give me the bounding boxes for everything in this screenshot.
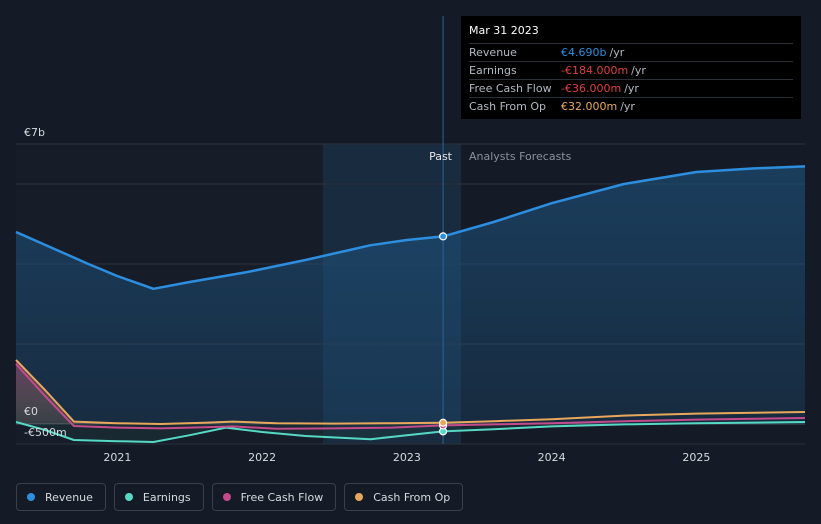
tooltip-row-unit: /yr [620,100,635,113]
cash-from-op-line [15,359,806,425]
tooltip-row: Revenue €4.690b/yr [469,44,793,62]
tooltip-row-label: Free Cash Flow [469,82,552,95]
tooltip-row-label: Cash From Op [469,100,547,113]
tooltip-row-unit: /yr [624,82,639,95]
legend-item-cash-from-op[interactable]: Cash From Op [344,483,464,511]
forecast-label: Analysts Forecasts [469,150,572,163]
legend-dot-icon [222,493,231,501]
tooltip: Mar 31 2023 Revenue €4.690b/yr Earnings -€1… [461,16,801,119]
y-label-bottom: -€500m [24,426,67,439]
y-label-top: €7b [24,126,45,139]
legend-item-earnings[interactable]: Earnings [113,483,204,511]
y-label-zero: €0 [24,405,38,418]
tooltip-row: Earnings -€184.000m/yr [469,62,793,80]
legend-dot-icon [27,493,35,501]
tooltip-row-label: Earnings [469,64,517,77]
legend-label: Revenue [45,490,93,504]
revenue-line [15,165,806,291]
legend-dot-icon [124,493,133,501]
legend-item-free-cash-flow[interactable]: Free Cash Flow [211,483,337,511]
cash-from-op-marker [438,418,448,427]
tooltip-row: Cash From Op €32.000m/yr [469,98,793,115]
tooltip-date: Mar 31 2023 [469,24,793,44]
revenue-marker [438,232,448,241]
legend-item-revenue[interactable]: Revenue [16,483,106,511]
legend-label: Free Cash Flow [240,490,324,504]
x-tick-label: 2024 [538,451,566,464]
legend-label: Cash From Op [373,490,451,504]
cashflow-area [16,360,147,424]
past-label: Past [429,150,453,163]
legend: Revenue Earnings Free Cash Flow Cash From O… [16,483,464,511]
tooltip-row-unit: /yr [609,46,625,59]
tooltip-row-unit: /yr [631,64,646,77]
earnings-line [15,421,806,443]
x-tick-label: 2023 [393,451,421,464]
revenue-area [16,166,805,424]
legend-dot-icon [355,493,364,501]
x-tick-label: 2021 [103,451,131,464]
tooltip-row-value: €32.000m [561,100,618,113]
tooltip-row-value: -€36.000m [561,82,622,95]
legend-label: Earnings [142,490,191,504]
x-tick-label: 2025 [682,451,710,464]
free-cash-flow-line [15,363,806,430]
x-tick-label: 2022 [248,451,276,464]
tooltip-row-label: Revenue [469,46,517,59]
tooltip-row-value: -€184.000m [561,64,629,77]
tooltip-row-value: €4.690b [561,46,607,59]
tooltip-row: Free Cash Flow -€36.000m/yr [469,80,793,98]
